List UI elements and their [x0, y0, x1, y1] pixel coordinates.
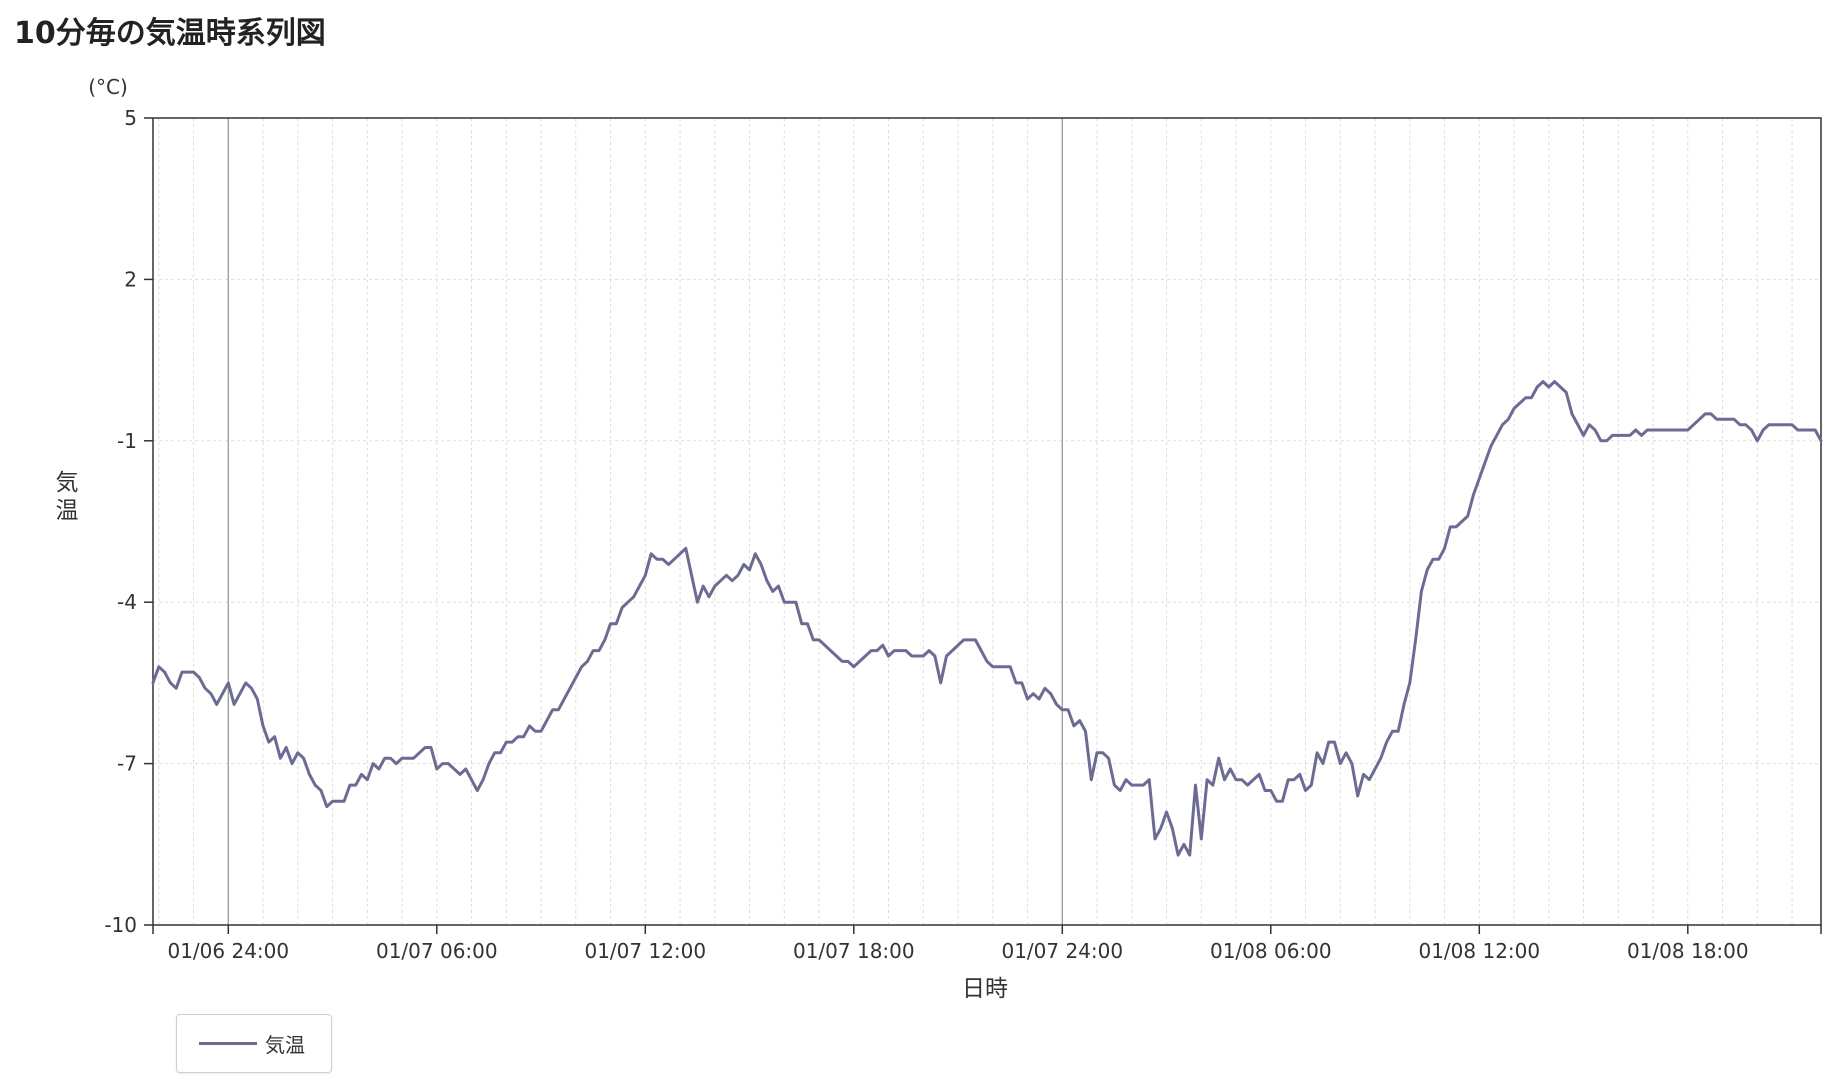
x-tick-label: 01/07 18:00: [793, 939, 915, 963]
y-axis-label: 気温: [56, 470, 79, 524]
x-tick-label: 01/08 18:00: [1627, 939, 1749, 963]
x-axis-label: 日時: [962, 976, 1008, 1002]
y-tick-label: 2: [124, 267, 137, 291]
y-tick-label: 5: [124, 106, 137, 130]
x-tick-label: 01/07 12:00: [584, 939, 706, 963]
x-axis-ticks: 01/06 24:00 01/07 06:00 01/07 12:00 01/07 1…: [152, 925, 1822, 963]
x-tick-label: 01/07 24:00: [1001, 939, 1123, 963]
y-tick-label: -1: [117, 429, 137, 453]
legend-label: 気温: [265, 1033, 305, 1057]
day-boundary-lines: [227, 118, 1063, 925]
legend[interactable]: 気温: [176, 1014, 332, 1073]
x-tick-label: 01/06 24:00: [167, 939, 289, 963]
plot-area-border: [152, 117, 1822, 926]
y-tick-label: -10: [104, 913, 137, 937]
x-tick-label: 01/07 06:00: [376, 939, 498, 963]
y-tick-label: -7: [117, 752, 137, 776]
x-tick-label: 01/08 06:00: [1210, 939, 1332, 963]
y-axis-unit: (°C): [88, 75, 128, 99]
page-title: 10分毎の気温時系列図: [14, 16, 326, 51]
y-axis-ticks: 5 2 -1 -4 -7 -10: [104, 106, 153, 937]
series-line-temperature: [151, 380, 1823, 857]
x-tick-label: 01/08 12:00: [1418, 939, 1540, 963]
chart-grid: [153, 117, 1821, 926]
legend-line-swatch: [199, 1042, 257, 1045]
y-tick-label: -4: [117, 590, 137, 614]
